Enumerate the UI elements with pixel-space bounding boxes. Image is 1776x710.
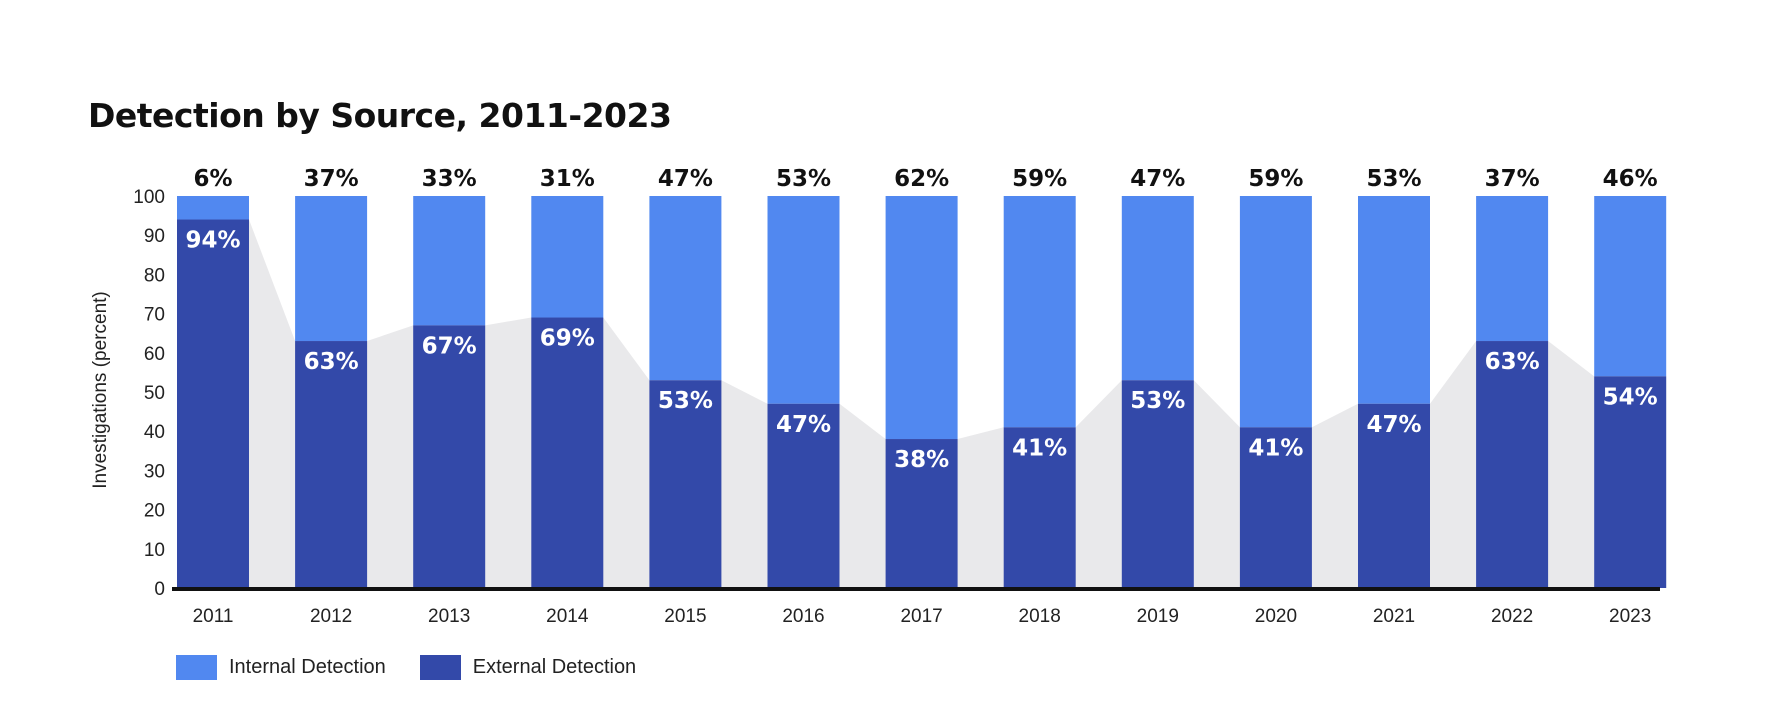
legend-label-internal: Internal Detection (229, 656, 386, 678)
bar-external-2013 (413, 325, 486, 588)
chart-title: Detection by Source, 2011-2023 (88, 96, 672, 135)
y-tick-40: 40 (144, 422, 165, 443)
bar-internal-2016 (767, 196, 840, 404)
label-internal-2011: 6% (193, 166, 232, 192)
y-tick-90: 90 (144, 226, 165, 247)
bar-internal-2011 (177, 196, 249, 220)
x-tick-2023: 2023 (1609, 606, 1651, 627)
x-tick-2017: 2017 (900, 606, 942, 627)
label-internal-2023: 46% (1603, 166, 1658, 192)
data-labels-layer: 6% 94% 37% 63% 33% 67% 31% 69% 47% 53% 53% 47% 62% 38… (185, 166, 1657, 473)
label-internal-2018: 59% (1012, 166, 1067, 192)
bar-internal-2015 (649, 196, 722, 381)
x-tick-2016: 2016 (782, 606, 824, 627)
bar-external-2018 (1003, 427, 1076, 588)
label-external-2013: 67% (422, 333, 477, 359)
bar-external-2014 (531, 317, 604, 588)
x-tick-2019: 2019 (1137, 606, 1179, 627)
label-external-2022: 63% (1485, 349, 1540, 375)
y-tick-70: 70 (144, 305, 165, 326)
label-external-2014: 69% (540, 326, 595, 352)
label-internal-2014: 31% (540, 166, 595, 192)
legend-item-internal: Internal Detection (176, 655, 386, 680)
y-tick-50: 50 (144, 383, 165, 404)
x-tick-2022: 2022 (1491, 606, 1533, 627)
label-external-2016: 47% (776, 412, 831, 438)
x-tick-2012: 2012 (310, 606, 352, 627)
y-tick-80: 80 (144, 265, 165, 286)
x-tick-2014: 2014 (546, 606, 589, 627)
label-external-2018: 41% (1012, 435, 1067, 461)
label-internal-2022: 37% (1485, 166, 1540, 192)
legend-label-external: External Detection (472, 656, 637, 678)
label-external-2021: 47% (1366, 412, 1421, 438)
x-tick-2018: 2018 (1019, 606, 1061, 627)
bar-external-2019 (1121, 380, 1194, 588)
bar-internal-2018 (1003, 196, 1076, 428)
y-tick-60: 60 (144, 344, 165, 365)
x-tick-2021: 2021 (1373, 606, 1415, 627)
bar-external-2012 (295, 341, 368, 588)
y-tick-30: 30 (144, 461, 165, 482)
bar-internal-2020 (1239, 196, 1312, 428)
bar-internal-2021 (1358, 196, 1430, 404)
y-tick-10: 10 (144, 540, 165, 561)
bar-external-2021 (1358, 403, 1430, 588)
x-tick-2013: 2013 (428, 606, 470, 627)
y-axis-label: Investigations (percent) (90, 291, 111, 489)
label-external-2011: 94% (185, 228, 240, 254)
bar-internal-2013 (413, 196, 486, 326)
label-external-2019: 53% (1130, 388, 1185, 414)
bar-external-2023 (1594, 376, 1667, 588)
legend: Internal Detection External Detection (176, 655, 670, 680)
bar-internal-2023 (1594, 196, 1667, 377)
x-tick-2015: 2015 (664, 606, 706, 627)
x-tick-2011: 2011 (193, 606, 234, 627)
bar-internal-2014 (531, 196, 604, 318)
label-internal-2020: 59% (1248, 166, 1303, 192)
legend-item-external: External Detection (419, 655, 637, 680)
bar-external-2011 (177, 219, 249, 588)
label-external-2017: 38% (894, 447, 949, 473)
axis-layer: 2011 2012 2013 2014 2015 2016 2017 2018 2019 2020… (133, 187, 1660, 627)
label-internal-2019: 47% (1130, 166, 1185, 192)
legend-swatch-external (419, 655, 461, 680)
label-external-2015: 53% (658, 388, 713, 414)
label-external-2020: 41% (1248, 435, 1303, 461)
label-external-2012: 63% (304, 349, 359, 375)
bar-external-2017 (885, 439, 958, 588)
legend-swatch-internal (176, 655, 217, 680)
bar-external-2016 (767, 403, 840, 588)
label-internal-2021: 53% (1366, 166, 1421, 192)
label-internal-2012: 37% (304, 166, 359, 192)
y-tick-0: 0 (154, 579, 165, 600)
x-tick-2020: 2020 (1255, 606, 1297, 627)
bar-internal-2019 (1121, 196, 1194, 381)
label-internal-2016: 53% (776, 166, 831, 192)
bar-internal-2022 (1476, 196, 1549, 342)
label-internal-2017: 62% (894, 166, 949, 192)
bars-layer (177, 196, 1667, 588)
bar-internal-2012 (295, 196, 368, 342)
bar-external-2022 (1476, 341, 1549, 588)
label-internal-2015: 47% (658, 166, 713, 192)
bar-internal-2017 (885, 196, 958, 440)
y-tick-20: 20 (144, 501, 165, 522)
label-internal-2013: 33% (422, 166, 477, 192)
y-tick-100: 100 (133, 187, 165, 208)
label-external-2023: 54% (1603, 384, 1658, 410)
bar-external-2020 (1239, 427, 1312, 588)
bar-external-2015 (649, 380, 722, 588)
